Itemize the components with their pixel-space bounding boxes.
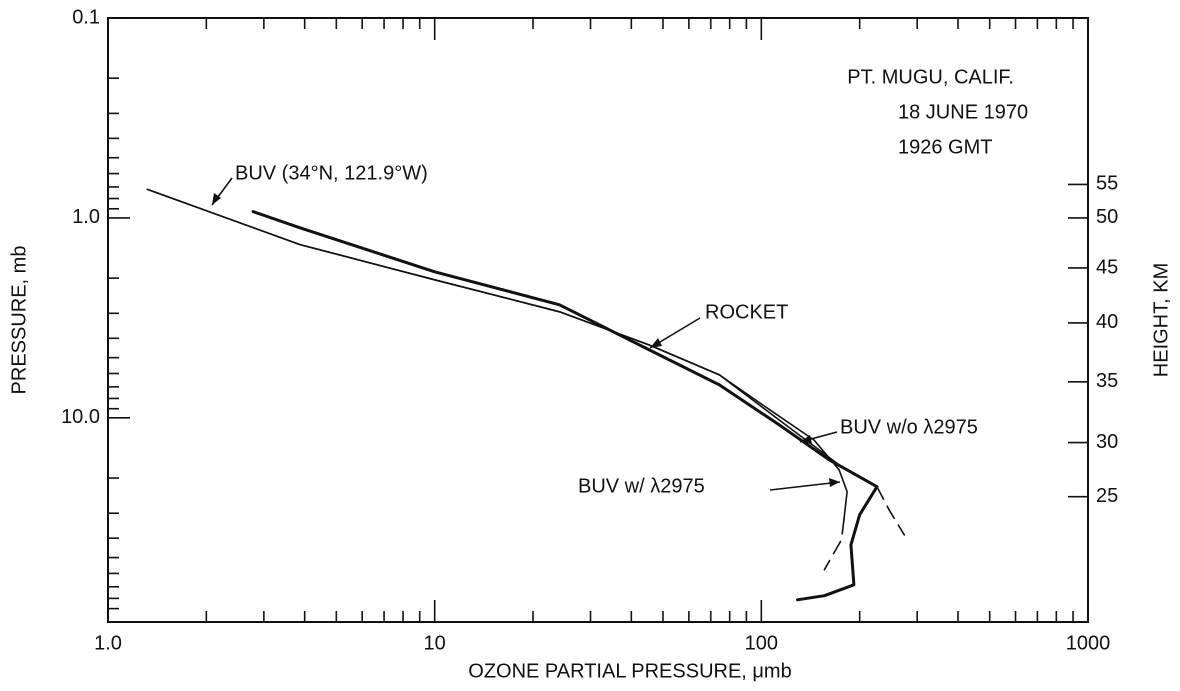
y-tick-label: 10.0 <box>61 406 100 428</box>
y2-tick-label: 40 <box>1096 311 1118 333</box>
line <box>876 485 906 536</box>
line <box>146 188 848 521</box>
annotation: ROCKET <box>705 301 788 323</box>
line <box>823 519 845 571</box>
annotation: BUV w/o λ2975 <box>840 416 978 438</box>
plot-frame <box>107 17 1089 623</box>
annotation: BUV (34°N, 121.9°W) <box>235 162 428 184</box>
annotation: BUV w/ λ2975 <box>578 475 705 497</box>
x-tick-label: 1.0 <box>94 632 122 654</box>
annotation: 1926 GMT <box>898 136 992 158</box>
x-tick-label: 100 <box>745 632 778 654</box>
line <box>251 210 879 602</box>
line <box>146 188 878 488</box>
annotation-arrows <box>211 177 841 491</box>
y2-tick-label: 45 <box>1096 256 1118 278</box>
x-tick-label: 10 <box>424 632 446 654</box>
x-tick-label: 1000 <box>1066 632 1111 654</box>
y2-tick-label: 35 <box>1096 370 1118 392</box>
annotation: PT. MUGU, CALIF. <box>847 66 1014 88</box>
y2-tick-label: 30 <box>1096 431 1118 453</box>
x-axis-label: OZONE PARTIAL PRESSURE, μmb <box>468 660 791 682</box>
y-tick-label: 0.1 <box>72 6 100 28</box>
y2-axis-label: HEIGHT, KM <box>1150 263 1172 377</box>
annotation: 18 JUNE 1970 <box>898 101 1028 123</box>
y2-tick-label: 50 <box>1096 206 1118 228</box>
y2-tick-label: 55 <box>1096 173 1118 195</box>
y2-tick-label: 25 <box>1096 485 1118 507</box>
y-tick-label: 1.0 <box>72 206 100 228</box>
y-axis-label: PRESSURE, mb <box>8 246 30 395</box>
